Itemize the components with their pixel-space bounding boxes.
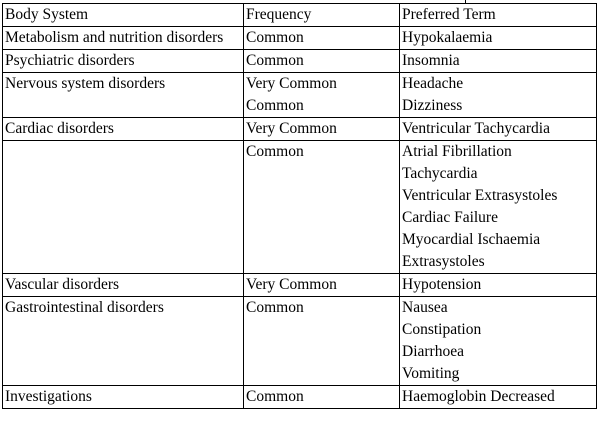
frequency-text: Very Common [246, 75, 337, 92]
body-system-cell [2, 140, 244, 274]
preferred-term-text: Myocardial Ischaemia [402, 231, 541, 248]
preferred-term-text: Atrial Fibrillation [402, 143, 512, 160]
table-row: Gastrointestinal disorders Common Nausea… [2, 296, 597, 386]
frequency-cell: Common [243, 385, 400, 409]
body-system-text: Nervous system disorders [5, 75, 166, 92]
body-system-text [5, 142, 243, 164]
body-system-cell: Investigations [2, 385, 244, 409]
frequency-cell: Common [243, 26, 400, 50]
frequency-text: Common [246, 388, 304, 405]
preferred-term-text: Insomnia [402, 52, 460, 69]
table-row: Common Atrial Fibrillation Tachycardia V… [2, 140, 597, 274]
preferred-term-text: Vomiting [402, 365, 460, 382]
frequency-text: Common [246, 52, 304, 69]
header-preferred-term: Preferred Term [399, 3, 597, 27]
frequency-cell: Common [243, 140, 400, 274]
body-system-cell: Metabolism and nutrition disorders [2, 26, 244, 50]
preferred-term-text: Diarrhoea [402, 343, 464, 360]
header-frequency: Frequency [243, 3, 400, 27]
table-row: Investigations Common Haemoglobin Decrea… [2, 385, 597, 409]
frequency-cell: Very Common Common [243, 72, 400, 118]
preferred-term-text: Cardiac Failure [402, 209, 498, 226]
frequency-cell: Common [243, 296, 400, 386]
body-system-text: Gastrointestinal disorders [5, 299, 164, 316]
preferred-term-cell: Insomnia [399, 49, 597, 73]
frequency-cell: Very Common [243, 273, 400, 297]
preferred-term-text: Constipation [402, 321, 482, 338]
preferred-term-text: Dizziness [402, 97, 463, 114]
table-row: Vascular disorders Very Common Hypotensi… [2, 273, 597, 297]
preferred-term-text: Hypokalaemia [402, 29, 493, 46]
table-row: Nervous system disorders Very Common Com… [2, 72, 597, 118]
preferred-term-cell: Hypokalaemia [399, 26, 597, 50]
preferred-term-text: Ventricular Extrasystoles [402, 187, 558, 204]
table-row: Cardiac disorders Very Common Ventricula… [2, 117, 597, 141]
header-body-system: Body System [2, 3, 244, 27]
preferred-term-text: Haemoglobin Decreased [402, 388, 555, 405]
adverse-events-table: Body System Frequency Preferred Term Met… [2, 3, 597, 409]
table-row: Metabolism and nutrition disorders Commo… [2, 26, 597, 50]
preferred-term-cell: Atrial Fibrillation Tachycardia Ventricu… [399, 140, 597, 274]
edge-mark [465, 0, 466, 4]
frequency-text: Very Common [246, 276, 337, 293]
body-system-text: Cardiac disorders [5, 120, 114, 137]
frequency-cell: Very Common [243, 117, 400, 141]
frequency-text: Common [246, 29, 304, 46]
body-system-text: Metabolism and nutrition disorders [5, 29, 224, 46]
body-system-cell: Psychiatric disorders [2, 49, 244, 73]
body-system-cell: Nervous system disorders [2, 72, 244, 118]
table-row: Psychiatric disorders Common Insomnia [2, 49, 597, 73]
preferred-term-cell: Haemoglobin Decreased [399, 385, 597, 409]
preferred-term-text: Nausea [402, 299, 448, 316]
preferred-term-text: Headache [402, 75, 464, 92]
body-system-text: Vascular disorders [5, 276, 120, 293]
preferred-term-text: Tachycardia [402, 165, 478, 182]
table-header-row: Body System Frequency Preferred Term [2, 3, 597, 27]
frequency-text: Common [246, 97, 304, 114]
frequency-text: Common [246, 299, 304, 316]
frequency-text: Common [246, 143, 304, 160]
preferred-term-text: Ventricular Tachycardia [402, 120, 550, 137]
preferred-term-text: Hypotension [402, 276, 482, 293]
preferred-term-cell: Nausea Constipation Diarrhoea Vomiting [399, 296, 597, 386]
frequency-cell: Common [243, 49, 400, 73]
preferred-term-cell: Ventricular Tachycardia [399, 117, 597, 141]
preferred-term-cell: Hypotension [399, 273, 597, 297]
frequency-text: Very Common [246, 120, 337, 137]
body-system-cell: Gastrointestinal disorders [2, 296, 244, 386]
preferred-term-cell: Headache Dizziness [399, 72, 597, 118]
preferred-term-text: Extrasystoles [402, 253, 485, 270]
body-system-cell: Cardiac disorders [2, 117, 244, 141]
body-system-text: Psychiatric disorders [5, 52, 135, 69]
body-system-text: Investigations [5, 388, 92, 405]
body-system-cell: Vascular disorders [2, 273, 244, 297]
